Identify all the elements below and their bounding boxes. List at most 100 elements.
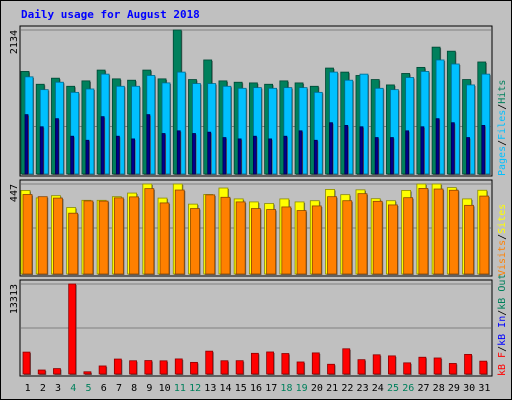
legend-0-part-2: Files xyxy=(497,110,508,140)
bar-pages-25-fill xyxy=(390,137,394,175)
bar-kb-f-1-fill xyxy=(22,351,31,375)
day-label-11: 11 xyxy=(174,383,186,394)
bar-kb-f-23 xyxy=(357,359,366,375)
bar-sites-16-fill xyxy=(250,208,261,275)
bar-sites-29-fill xyxy=(448,189,459,275)
bar-kb-f-7 xyxy=(113,358,123,375)
bar-pages-16-fill xyxy=(252,135,257,175)
bar-pages-1-fill xyxy=(24,114,29,175)
bar-kb-f-20 xyxy=(311,352,321,375)
bar-sites-9-fill xyxy=(144,188,155,275)
bar-pages-10 xyxy=(161,133,167,175)
bar-sites-20-fill xyxy=(311,205,322,275)
bar-marks xyxy=(20,29,491,375)
bar-sites-8-fill xyxy=(129,196,139,275)
bar-kb-f-11-fill xyxy=(174,358,183,375)
bar-pages-5-fill xyxy=(85,139,90,175)
bar-sites-15-fill xyxy=(235,201,246,275)
bar-sites-31 xyxy=(479,195,490,275)
bar-kb-f-11 xyxy=(174,358,184,375)
bar-sites-7 xyxy=(113,197,125,275)
day-label-20: 20 xyxy=(311,383,323,394)
bar-sites-25 xyxy=(388,204,399,275)
bar-sites-2-fill xyxy=(37,196,48,275)
day-label-17: 17 xyxy=(265,383,277,394)
bar-pages-31-fill xyxy=(481,125,486,175)
legend-2-part-1: / xyxy=(497,346,508,352)
bar-sites-11-fill xyxy=(174,189,185,275)
bar-pages-12 xyxy=(192,133,197,175)
day-label-13: 13 xyxy=(204,383,216,394)
bar-kb-f-7-fill xyxy=(113,358,122,375)
legend-2: kB F/kB In/kB Out xyxy=(497,274,508,376)
bar-kb-f-30 xyxy=(464,353,473,375)
bar-kb-f-5 xyxy=(83,371,92,375)
bar-sites-10-fill xyxy=(159,202,170,275)
bar-pages-20-fill xyxy=(313,139,318,175)
bar-pages-28 xyxy=(435,118,441,175)
legend-1-part-1: / xyxy=(497,234,508,240)
bar-kb-f-9 xyxy=(144,360,153,375)
day-label-22: 22 xyxy=(341,383,353,394)
bar-pages-13-fill xyxy=(207,131,212,175)
bar-pages-3 xyxy=(55,118,60,175)
bar-kb-f-28 xyxy=(433,357,443,375)
bar-sites-18-fill xyxy=(281,206,292,275)
bar-kb-f-25-fill xyxy=(388,355,396,375)
bar-sites-17 xyxy=(266,209,277,275)
bar-pages-16 xyxy=(252,135,258,175)
legend-0-part-3: / xyxy=(497,104,508,110)
x-tick-labels: 1 2 3 4 5 6 7 8 9 10 11 12 13 14 15 16 17 18 19 20 21 22 23 24 2… xyxy=(25,383,491,394)
day-label-10: 10 xyxy=(159,383,171,394)
bar-pages-23-fill xyxy=(359,126,364,175)
bar-pages-7 xyxy=(115,135,121,175)
bar-kb-f-13 xyxy=(205,350,214,375)
bar-pages-3-fill xyxy=(55,118,59,175)
day-label-31: 31 xyxy=(478,383,490,394)
day-label-7: 7 xyxy=(116,383,122,394)
bar-kb-f-15 xyxy=(235,360,245,375)
bar-sites-26 xyxy=(403,197,414,275)
day-label-8: 8 xyxy=(131,383,137,394)
bar-pages-29 xyxy=(450,122,456,175)
bar-kb-f-8-fill xyxy=(129,360,137,375)
legend-1: Visits/Sites xyxy=(497,204,508,276)
bar-kb-f-10 xyxy=(159,360,169,375)
legend-2-part-0: kB F xyxy=(497,352,508,376)
bar-kb-f-4-fill xyxy=(68,283,77,375)
legend-2-part-2: kB In xyxy=(497,316,508,346)
bar-sites-27 xyxy=(418,188,429,275)
day-label-27: 27 xyxy=(417,383,429,394)
bar-kb-f-28-fill xyxy=(433,357,442,375)
bar-pages-2-fill xyxy=(39,126,44,175)
bar-kb-f-4 xyxy=(68,283,77,375)
hits-ymax-label: 2134 xyxy=(9,30,20,54)
bar-sites-5 xyxy=(83,200,94,275)
bar-kb-f-27 xyxy=(418,356,427,375)
bar-sites-8 xyxy=(129,196,140,275)
bar-sites-22 xyxy=(342,200,353,275)
bar-kb-f-23-fill xyxy=(357,359,366,375)
chart-title: Daily usage for August 2018 xyxy=(21,8,200,21)
bar-pages-19 xyxy=(298,130,304,175)
bar-pages-28-fill xyxy=(435,118,440,175)
day-label-6: 6 xyxy=(101,383,107,394)
day-label-18: 18 xyxy=(280,383,292,394)
bar-kb-f-22 xyxy=(342,348,351,375)
legend-0-part-1: / xyxy=(497,140,508,146)
bar-kb-f-3 xyxy=(53,368,62,375)
bar-sites-24-fill xyxy=(372,200,383,275)
bar-kb-f-21-fill xyxy=(327,363,335,375)
bar-sites-22-fill xyxy=(342,200,353,275)
bar-pages-8-fill xyxy=(131,138,135,175)
bar-pages-24-fill xyxy=(374,137,379,175)
bar-kb-f-24 xyxy=(372,354,382,375)
bar-kb-f-27-fill xyxy=(418,356,427,375)
day-label-21: 21 xyxy=(326,383,338,394)
bar-pages-18-fill xyxy=(283,135,288,175)
day-label-30: 30 xyxy=(463,383,475,394)
legend-2-part-3: / xyxy=(497,310,508,316)
bar-sites-16 xyxy=(250,208,262,275)
bar-pages-12-fill xyxy=(192,133,196,175)
bar-sites-12-fill xyxy=(190,208,200,275)
